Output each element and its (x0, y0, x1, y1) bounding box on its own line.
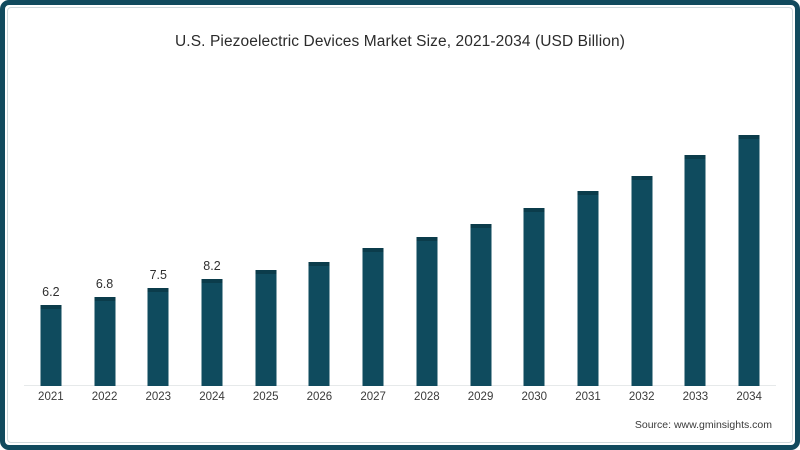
x-tick-2029: 2029 (467, 391, 494, 403)
x-tick-2021: 2021 (38, 391, 64, 403)
bar-group (347, 70, 399, 386)
x-tick-2031: 2031 (575, 391, 601, 403)
x-tick-2034: 2034 (736, 391, 762, 403)
plot-area: 6.2 6.8 7.5 8.2 (24, 70, 776, 386)
bar-2032 (631, 175, 653, 386)
bar-2030 (523, 208, 545, 386)
bar-2025 (255, 269, 277, 386)
x-tick-2027: 2027 (360, 391, 386, 403)
bar-2024 (201, 278, 223, 386)
bar-group (508, 70, 560, 386)
bar-group: 7.5 (132, 70, 184, 386)
bar-value-label-2021: 6.2 (42, 285, 60, 300)
x-tick-2022: 2022 (91, 391, 118, 403)
x-axis-tick-labels: 2021 2022 2023 2024 2025 2026 2027 2028 2029 2030… (24, 391, 776, 409)
bar-value-label-2022: 6.8 (95, 277, 114, 292)
bar-2028 (416, 237, 438, 386)
bar-2023 (147, 288, 169, 386)
x-tick-2030: 2030 (521, 391, 548, 403)
x-axis-line (24, 385, 776, 386)
source-attribution: Source: www.gminsights.com (634, 419, 772, 431)
bar-2031 (577, 191, 599, 386)
x-tick-2033: 2033 (682, 391, 709, 403)
bar-group (401, 70, 453, 386)
x-tick-2028: 2028 (414, 391, 440, 403)
bar-group: 6.8 (79, 70, 131, 386)
bar-group (240, 70, 292, 386)
x-tick-2025: 2025 (252, 391, 279, 403)
bar-2029 (470, 224, 492, 386)
bar-group: 6.2 (25, 70, 77, 386)
bar-group (669, 70, 721, 386)
bar-2034 (738, 135, 760, 386)
bar-2026 (308, 261, 330, 386)
page-title: U.S. Piezoelectric Devices Market Size, … (175, 33, 625, 50)
bar-group (562, 70, 614, 386)
bar-group (293, 70, 345, 386)
bar-2022 (94, 297, 116, 386)
x-tick-2024: 2024 (199, 391, 225, 403)
bar-2021 (40, 305, 62, 386)
bar-group (616, 70, 668, 386)
x-tick-2032: 2032 (628, 391, 655, 403)
bar-group (723, 70, 775, 386)
bar-group: 8.2 (186, 70, 238, 386)
x-tick-2023: 2023 (145, 391, 172, 403)
bar-group (455, 70, 507, 386)
bar-2027 (362, 247, 384, 386)
bar-value-label-2024: 8.2 (203, 258, 221, 273)
x-tick-2026: 2026 (306, 391, 333, 403)
bar-2033 (684, 154, 706, 386)
bar-value-label-2023: 7.5 (149, 268, 167, 283)
